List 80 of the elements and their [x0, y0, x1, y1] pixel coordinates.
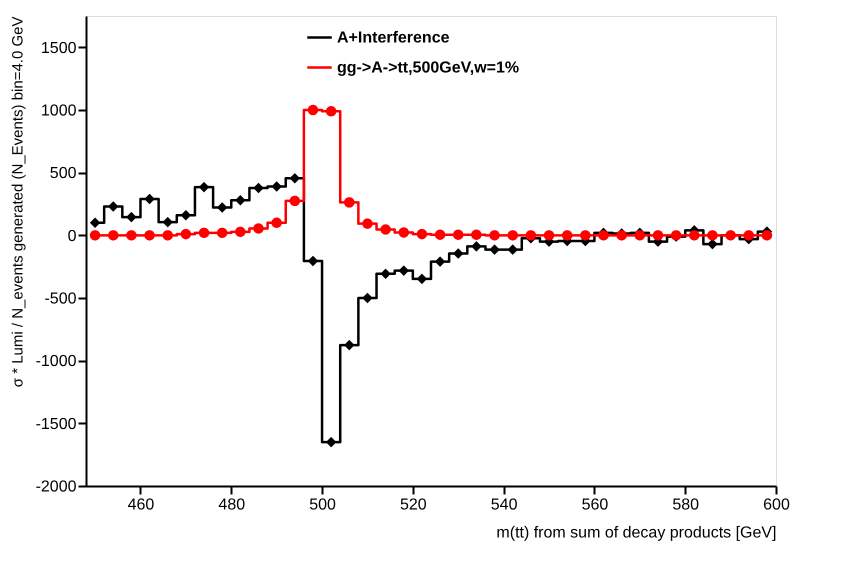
point	[689, 230, 700, 241]
point	[471, 229, 482, 240]
point	[235, 194, 246, 206]
point	[526, 230, 536, 241]
point	[362, 292, 373, 304]
point	[380, 268, 391, 280]
point	[271, 218, 282, 228]
x-tick-label: 540	[490, 496, 518, 514]
point	[707, 230, 718, 241]
point	[271, 181, 282, 192]
point	[162, 216, 173, 228]
point	[326, 436, 336, 448]
point	[580, 230, 591, 241]
point	[598, 230, 609, 241]
y-tick-label: -2000	[36, 478, 77, 496]
point	[471, 241, 482, 252]
point	[489, 244, 500, 255]
x-tick-label: 500	[309, 496, 336, 514]
point	[290, 173, 300, 184]
x-tick-label: 520	[400, 496, 427, 514]
point	[762, 230, 772, 241]
point	[344, 197, 355, 208]
point	[380, 224, 391, 235]
x-axis-title: m(tt) from sum of decay products [GeV]	[496, 524, 776, 542]
point	[108, 230, 118, 241]
point	[562, 230, 572, 241]
point	[180, 228, 192, 240]
point	[507, 244, 518, 255]
point	[108, 201, 118, 212]
y-tick-label: 1500	[40, 40, 77, 57]
y-tick-label: -1000	[36, 353, 77, 370]
y-tick-label: 0	[68, 228, 77, 245]
point	[744, 230, 754, 241]
point	[362, 218, 373, 229]
y-tick-label: -1500	[36, 416, 77, 433]
point	[398, 265, 410, 276]
point	[398, 227, 410, 238]
point	[126, 230, 137, 241]
point	[452, 248, 464, 259]
point	[652, 230, 664, 241]
point	[144, 230, 155, 241]
point	[308, 104, 318, 116]
point	[416, 274, 428, 284]
point	[507, 230, 518, 241]
x-tick-label: 480	[218, 496, 246, 514]
x-tick-label: 580	[672, 496, 700, 514]
point	[634, 230, 646, 241]
point	[434, 229, 446, 240]
x-tick-label: 460	[128, 496, 154, 514]
point	[489, 230, 500, 241]
legend-label: gg->A->tt,500GeV,w=1%	[337, 60, 520, 76]
y-tick-label: -500	[44, 290, 77, 308]
legend-label: A+Interference	[337, 30, 450, 46]
x-tick-label: 560	[582, 496, 608, 514]
y-axis-title: σ * Lumi / N_events generated (N_Events) bin=4.0 GeV	[10, 16, 27, 388]
point	[198, 182, 210, 192]
point	[144, 194, 155, 204]
point	[326, 106, 336, 116]
point	[544, 230, 554, 241]
point	[198, 228, 210, 238]
point	[308, 256, 318, 266]
point	[216, 228, 228, 238]
point	[253, 182, 264, 194]
point	[707, 238, 718, 250]
point	[235, 226, 246, 238]
point	[90, 218, 100, 228]
point	[90, 230, 100, 241]
point	[162, 230, 173, 241]
point	[344, 340, 355, 350]
point	[180, 210, 192, 221]
point	[290, 196, 300, 206]
y-tick-label: 1000	[40, 102, 77, 120]
x-tick-label: 600	[763, 496, 790, 514]
point	[416, 228, 428, 240]
point	[253, 223, 264, 234]
point	[434, 256, 446, 267]
y-tick-label: 500	[50, 165, 77, 182]
point	[452, 229, 464, 240]
point	[126, 212, 137, 222]
point	[216, 202, 228, 213]
